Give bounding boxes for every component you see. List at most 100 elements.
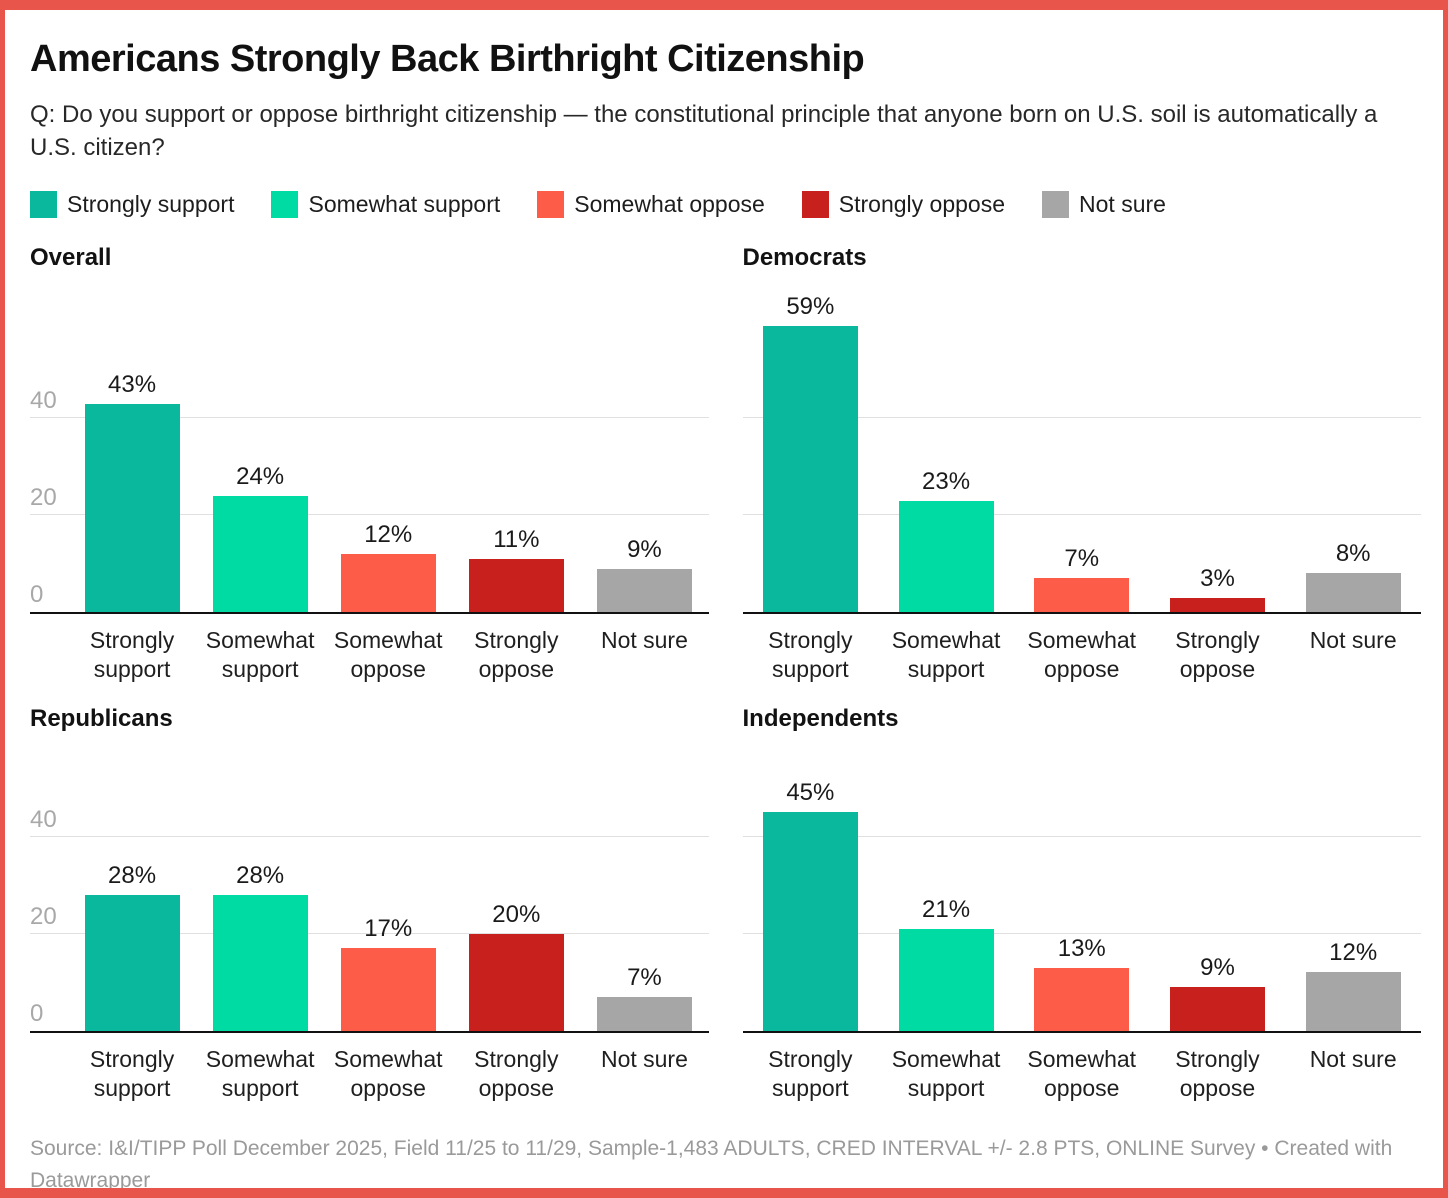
category-labels-row: Strongly support Somewhat support Somewhat…: [743, 626, 1422, 684]
bar-not-sure: [1305, 573, 1401, 613]
bar-slot: 9%: [580, 535, 708, 613]
category-label: Strongly oppose: [474, 1045, 559, 1101]
bar-slot: 59%: [743, 295, 879, 613]
bar-value-label: 9%: [627, 535, 662, 563]
bar-slot: 3%: [1150, 564, 1286, 613]
gridline: [30, 932, 709, 934]
page-title: Americans Strongly Back Birthright Citiz…: [30, 38, 865, 80]
category-slot: Not sure: [1285, 1045, 1421, 1103]
bar-slot: 20%: [452, 902, 580, 1031]
bar-slot: 12%: [324, 521, 452, 613]
legend: Strongly support Somewhat support Somewhat…: [30, 191, 1421, 219]
bar-strongly-oppose: [1169, 597, 1265, 613]
bar-slot: 17%: [324, 917, 452, 1031]
bar-value-label: 21%: [922, 895, 971, 923]
bars-row: 43% 24% 12% 11% 9%: [30, 282, 709, 613]
y-axis-tick-label: 40: [30, 805, 57, 833]
bar-slot: 12%: [1285, 939, 1421, 1031]
category-label: Not sure: [1309, 627, 1397, 654]
bar-value-label: 13%: [1057, 934, 1106, 962]
legend-item-somewhat-oppose: Somewhat oppose: [537, 191, 765, 219]
bar-strongly-support: [84, 403, 180, 613]
legend-swatch-icon: [801, 191, 829, 219]
category-label: Strongly support: [768, 1045, 853, 1101]
bar-value-label: 12%: [364, 521, 413, 549]
category-slot: Strongly oppose: [452, 626, 580, 684]
y-axis-tick-label: 20: [30, 484, 57, 512]
panel-democrats: Democrats 59% 23% 7% 3% 8% Strongly support Som…: [742, 244, 1422, 684]
panel-overall: Overall 0 20 40 43% 24% 12% 11% 9% Strongly suppo…: [30, 244, 709, 684]
y-axis-tick-label: 0: [30, 581, 44, 609]
bar-somewhat-oppose: [1034, 578, 1130, 613]
panel-title: Democrats: [742, 244, 867, 272]
bar-slot: 23%: [878, 467, 1014, 613]
category-slot: Strongly support: [68, 626, 196, 684]
y-axis-tick-label: 0: [30, 999, 44, 1027]
bar-value-label: 8%: [1335, 540, 1371, 568]
category-label: Somewhat support: [891, 627, 1001, 683]
bar-slot: 8%: [1285, 540, 1421, 613]
panel-title: Republicans: [30, 704, 173, 732]
legend-item-strongly-support: Strongly support: [30, 191, 234, 219]
bar-somewhat-support: [212, 894, 308, 1031]
category-slot: Somewhat oppose: [1014, 626, 1150, 684]
y-axis-tick-label: 40: [30, 387, 57, 415]
category-slot: Strongly support: [743, 1045, 879, 1103]
category-slot: Somewhat oppose: [1014, 1045, 1150, 1103]
category-label: Strongly support: [89, 627, 175, 683]
bar-somewhat-oppose: [1034, 967, 1130, 1031]
bar-somewhat-support: [212, 495, 308, 613]
legend-item-somewhat-support: Somewhat support: [271, 191, 501, 219]
category-slot: Somewhat support: [878, 1045, 1014, 1103]
category-slot: Somewhat oppose: [324, 1045, 452, 1103]
category-label: Somewhat support: [205, 1045, 315, 1101]
legend-label: Somewhat oppose: [574, 191, 765, 218]
category-label: Somewhat oppose: [1027, 1045, 1137, 1101]
panel-title: Independents: [742, 704, 899, 732]
bar-value-label: 3%: [1200, 564, 1235, 592]
bar-plot: 0 20 40 28% 28% 17% 20% 7%: [30, 743, 709, 1033]
category-label: Strongly support: [89, 1045, 175, 1101]
bars-row: 28% 28% 17% 20% 7%: [30, 743, 709, 1031]
bar-slot: 24%: [196, 464, 324, 613]
bar-slot: 28%: [68, 863, 196, 1031]
category-slot: Not sure: [1285, 626, 1421, 684]
bar-somewhat-support: [898, 928, 994, 1031]
y-axis-tick-label: 20: [30, 902, 57, 930]
bar-value-label: 12%: [1329, 939, 1378, 967]
category-slot: Strongly oppose: [1150, 1045, 1286, 1103]
gridline: [742, 514, 1421, 516]
category-slot: Strongly oppose: [1150, 626, 1286, 684]
legend-swatch-icon: [537, 191, 565, 219]
bar-plot: 59% 23% 7% 3% 8%: [742, 282, 1421, 615]
category-label: Strongly oppose: [1175, 1045, 1260, 1101]
gridline: [742, 932, 1421, 934]
bar-value-label: 11%: [493, 525, 540, 553]
bar-value-label: 9%: [1200, 953, 1235, 981]
bar-slot: 9%: [1150, 953, 1286, 1031]
bar-slot: 21%: [878, 895, 1014, 1031]
category-slot: Not sure: [580, 1045, 708, 1103]
bar-slot: 7%: [580, 965, 708, 1031]
bar-plot: 0 20 40 43% 24% 12% 11% 9%: [30, 282, 709, 615]
category-slot: Somewhat oppose: [324, 626, 452, 684]
category-label: Somewhat oppose: [333, 627, 443, 683]
legend-label: Somewhat support: [308, 191, 501, 218]
chart-content: Americans Strongly Back Birthright Citiz…: [5, 10, 1443, 1188]
bar-somewhat-oppose: [340, 554, 436, 613]
bar-strongly-oppose: [468, 933, 564, 1031]
bar-somewhat-oppose: [340, 948, 436, 1031]
bar-not-sure: [596, 568, 692, 613]
bar-not-sure: [596, 996, 692, 1031]
legend-swatch-icon: [271, 191, 299, 219]
bar-value-label: 43%: [108, 370, 157, 398]
bar-slot: 43%: [68, 370, 196, 613]
legend-item-strongly-oppose: Strongly oppose: [801, 191, 1005, 219]
bar-value-label: 23%: [922, 467, 971, 495]
bar-slot: 45%: [743, 781, 879, 1031]
bar-strongly-oppose: [468, 558, 564, 613]
category-slot: Somewhat support: [196, 626, 324, 684]
bar-somewhat-support: [898, 500, 994, 613]
category-labels-row: Strongly support Somewhat support Somewhat…: [743, 1045, 1422, 1103]
category-labels-row: Strongly support Somewhat support Somewhat…: [30, 626, 709, 684]
